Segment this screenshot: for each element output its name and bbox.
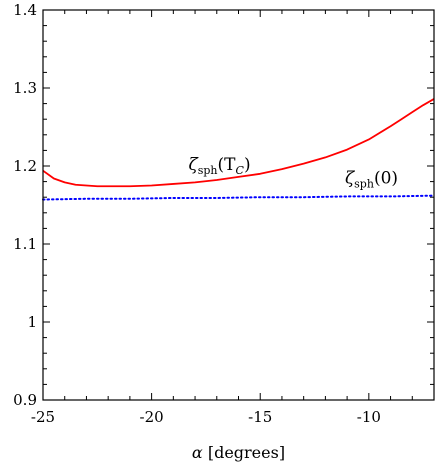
series-layer	[42, 98, 435, 201]
x-tick-label: -25	[31, 408, 55, 426]
y-tick-label: 1	[27, 313, 37, 331]
series-label-zeta-0: ζsph(0)	[345, 169, 398, 191]
x-axis-label: α [degrees]	[192, 443, 285, 462]
ticks-layer: -25 -20 -15 -10 0.9 1 1.1 1.2 1.3 1.4	[13, 1, 435, 426]
y-tick-label: 1.2	[13, 157, 37, 175]
y-tick-label: 0.9	[13, 391, 37, 409]
y-tick-label: 1.1	[13, 235, 37, 253]
series-label-zeta-tc: ζsph(TC)	[189, 155, 251, 177]
x-tick-label: -15	[248, 408, 272, 426]
x-tick-label: -20	[140, 408, 164, 426]
series-line-zeta-0	[42, 194, 435, 201]
series-line-zeta-tc	[42, 98, 435, 188]
x-tick-label: -10	[357, 408, 381, 426]
y-tick-label: 1.4	[13, 1, 37, 19]
plot-frame	[42, 9, 435, 401]
y-tick-label: 1.3	[13, 79, 37, 97]
